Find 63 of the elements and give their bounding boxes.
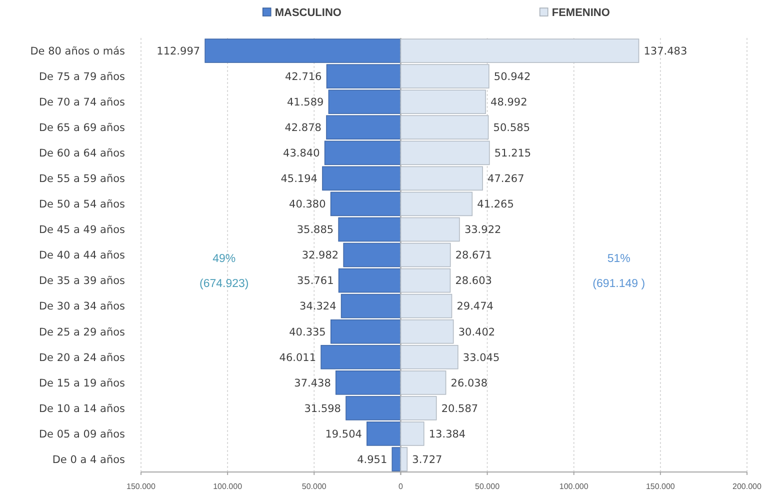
data-label: 42.716 <box>285 70 322 83</box>
data-label: 137.483 <box>644 45 688 58</box>
data-label: 33.045 <box>462 352 500 364</box>
data-label: 3.727 <box>412 454 442 466</box>
x-tick-label: 0 <box>398 482 404 491</box>
y-tick-label: De 35 a 39 años <box>38 275 125 288</box>
y-tick-label: De 65 a 69 años <box>38 122 125 134</box>
data-label: 42.878 <box>284 122 322 134</box>
data-label: 50.585 <box>493 122 530 134</box>
annotation: 49% (674.923) <box>199 253 249 290</box>
x-tick-label: 150.000 <box>126 482 156 491</box>
y-tick-label: De 05 a 09 años <box>38 428 125 440</box>
y-tick-label: De 30 a 34 años <box>38 300 125 313</box>
data-label: 19.504 <box>325 428 362 440</box>
annotation: 51% (691.149 ) <box>592 253 646 290</box>
data-label: 41.589 <box>286 96 324 108</box>
data-label: 26.038 <box>450 377 488 390</box>
y-tick-label: De 60 a 64 años <box>38 148 125 160</box>
data-label: 29.474 <box>456 300 494 313</box>
data-label: 48.992 <box>490 96 528 108</box>
data-label: 45.194 <box>280 173 318 186</box>
data-label: 31.598 <box>304 402 342 415</box>
data-label: 50.942 <box>494 70 531 83</box>
y-tick-label: De 80 años o más <box>30 45 125 58</box>
data-label: 40.335 <box>289 326 326 338</box>
y-tick-label: De 70 a 74 años <box>38 96 125 108</box>
data-label: 43.840 <box>283 148 320 160</box>
data-label: 28.671 <box>455 250 492 262</box>
y-tick-label: De 75 a 79 años <box>38 70 125 83</box>
y-tick-label: De 0 a 4 años <box>52 454 125 466</box>
y-tick-label: De 10 a 14 años <box>38 402 125 415</box>
data-label: 4.951 <box>357 454 388 466</box>
data-label: 40.380 <box>289 198 326 211</box>
data-label: 34.324 <box>300 300 337 313</box>
y-tick-label: De 45 a 49 años <box>38 224 125 236</box>
data-label: 41.265 <box>477 198 514 211</box>
data-label: 51.215 <box>494 148 532 160</box>
data-label: 46.011 <box>279 352 316 364</box>
x-tick-label: 150.000 <box>646 482 676 491</box>
data-label: 20.587 <box>441 402 478 415</box>
x-tick-label: 100.000 <box>559 482 589 491</box>
data-label: 37.438 <box>294 377 331 390</box>
data-label: 47.267 <box>488 173 524 186</box>
data-label: 33.922 <box>464 224 502 236</box>
y-tick-label: De 15 a 19 años <box>38 377 125 390</box>
x-tick-label: 50.000 <box>302 482 327 491</box>
data-label: 112.997 <box>156 45 200 58</box>
y-tick-label: De 40 a 44 años <box>38 250 125 262</box>
data-label: 13.384 <box>428 428 466 440</box>
legend-label: FEMENINO <box>552 7 610 19</box>
data-label: 32.982 <box>302 250 339 262</box>
y-tick-label: De 55 a 59 años <box>38 173 125 186</box>
data-label: 28.603 <box>455 275 492 288</box>
data-label: 30.402 <box>458 326 496 338</box>
x-tick-label: 50.000 <box>475 482 500 491</box>
data-label: 35.761 <box>297 275 334 288</box>
y-tick-label: De 50 a 54 años <box>38 198 125 211</box>
data-label: 35.885 <box>296 224 334 236</box>
legend-label: MASCULINO <box>274 7 342 19</box>
x-tick-label: 200.000 <box>732 482 762 491</box>
x-tick-label: 100.000 <box>213 482 243 491</box>
y-tick-label: De 25 a 29 años <box>38 326 125 338</box>
y-tick-label: De 20 a 24 años <box>38 352 125 364</box>
